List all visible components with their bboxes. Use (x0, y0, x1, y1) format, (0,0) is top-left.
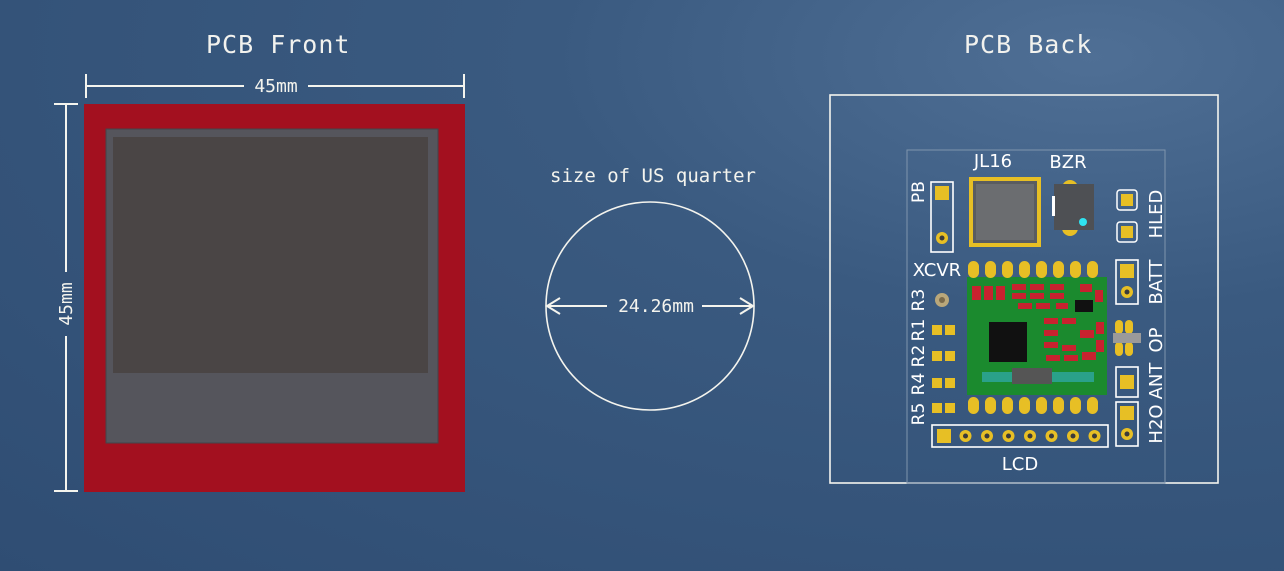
ant-label: ANT (1146, 362, 1167, 400)
resistor-pad (945, 403, 955, 413)
r5-label: R5 (909, 403, 929, 426)
smd-part (1012, 284, 1026, 290)
coin-caption: size of US quarter (550, 165, 756, 187)
jl16-label: JL16 (973, 151, 1012, 172)
smd-part (1080, 284, 1092, 292)
lcd-pin-hole (1027, 433, 1033, 439)
smd-part (1062, 345, 1076, 351)
smd-part (1096, 322, 1104, 334)
resistor-pad (932, 403, 942, 413)
module-pad (1019, 397, 1030, 414)
smd-part (972, 286, 981, 300)
pb-header (930, 181, 954, 253)
front-width-dimension (85, 74, 465, 98)
lcd-pin (937, 429, 951, 443)
module-pad (968, 397, 979, 414)
hled-pads (1116, 189, 1138, 243)
module-pad (1070, 261, 1081, 278)
smd-part (1046, 355, 1060, 361)
module-pad (1019, 261, 1030, 278)
lcd-pin-hole (984, 433, 990, 439)
module-pad (968, 261, 979, 278)
bzr-label: BZR (1049, 152, 1086, 173)
r2-label: R2 (909, 345, 929, 368)
smd-part (1050, 284, 1064, 290)
smd-part (1096, 340, 1104, 352)
r3-trimmer (935, 293, 949, 307)
op-label: OP (1146, 327, 1167, 352)
module-pad (1036, 397, 1047, 414)
back-silk-outline (906, 149, 1166, 484)
batt-connector (1115, 259, 1139, 305)
resistor-pad (945, 325, 955, 335)
lcd-pin-hole (1049, 433, 1054, 439)
resistor-pads (932, 325, 955, 413)
smd-part (996, 286, 1005, 300)
module-pads (968, 261, 1098, 414)
coin-diameter-dimension (545, 297, 755, 315)
smd-part (1044, 330, 1058, 336)
module-pad (1002, 261, 1013, 278)
xcvr-label: XCVR (913, 260, 961, 281)
ant-connector (1115, 366, 1139, 398)
smd-part (1036, 303, 1050, 309)
batt-label: BATT (1146, 259, 1167, 305)
smd-part (1062, 318, 1076, 324)
smd-part (1044, 318, 1058, 324)
lcd-pin-hole (1006, 433, 1011, 439)
resistor-pad (945, 351, 955, 361)
lcd-pin-hole (1092, 433, 1097, 439)
smd-components (972, 284, 1104, 361)
smd-part (1044, 342, 1058, 348)
lcd-header-pins (937, 429, 1101, 443)
lcd-pin-hole (1070, 433, 1076, 439)
smd-part (1018, 303, 1032, 309)
front-width-label: 45mm (254, 76, 297, 97)
jl16-chip (969, 177, 1041, 247)
pb-label: PB (909, 181, 929, 203)
smd-part (1095, 290, 1103, 302)
resistor-pad (932, 378, 942, 388)
resistor-pad (932, 325, 942, 335)
r1-label: R1 (909, 319, 929, 342)
lcd-label: LCD (1002, 454, 1038, 475)
h2o-connector (1115, 401, 1139, 447)
module-pad (1087, 261, 1098, 278)
buzzer (1052, 180, 1094, 236)
resistor-pad (932, 351, 942, 361)
smd-part (1030, 284, 1044, 290)
smd-part (1012, 293, 1026, 299)
front-height-label: 45mm (56, 282, 77, 325)
hled-label: HLED (1146, 190, 1167, 239)
module-pad (1070, 397, 1081, 414)
r3-label: R3 (909, 289, 929, 312)
back-title: PCB Back (964, 30, 1093, 59)
resistor-pad (945, 378, 955, 388)
smd-part (1056, 303, 1068, 309)
lcd-screen (113, 137, 428, 373)
module-pad (1053, 397, 1064, 414)
module-pad (1053, 261, 1064, 278)
lcd-header-outline (931, 424, 1109, 448)
module-pad (1036, 261, 1047, 278)
r4-label: R4 (909, 373, 929, 396)
smd-part (1050, 293, 1064, 299)
module-pad (985, 261, 996, 278)
front-title: PCB Front (206, 30, 351, 59)
module-pad (1002, 397, 1013, 414)
front-height-dimension (54, 103, 78, 492)
smd-part (1082, 352, 1096, 360)
module-pad (1087, 397, 1098, 414)
coin-diameter-label: 24.26mm (618, 296, 694, 317)
op-jumper (1113, 320, 1141, 356)
smd-part (1080, 330, 1094, 338)
module-pad (985, 397, 996, 414)
smd-part (984, 286, 993, 300)
h2o-label: H2O (1146, 404, 1167, 443)
smd-part (1064, 355, 1078, 361)
smd-part (1030, 293, 1044, 299)
lcd-pin-hole (963, 433, 968, 439)
